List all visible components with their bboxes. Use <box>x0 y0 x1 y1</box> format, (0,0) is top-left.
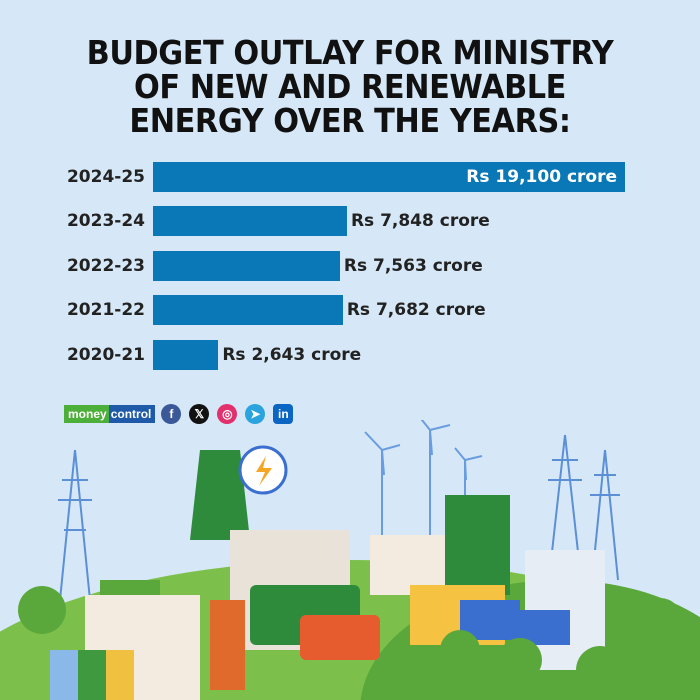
logo-part-2: control <box>108 405 156 423</box>
logo-part-1: money <box>64 405 109 423</box>
telegram-icon[interactable]: ➤ <box>245 404 266 424</box>
bar-2022-23 <box>153 251 340 281</box>
x-icon[interactable]: 𝕏 <box>189 404 210 424</box>
data-label: Rs 7,682 crore <box>346 300 486 320</box>
y-tick-label: 2022-23 <box>66 256 145 276</box>
data-label: Rs 19,100 crore <box>466 167 617 187</box>
bar-2024-25 <box>153 162 625 192</box>
y-tick-label: 2024-25 <box>66 167 145 187</box>
lightning-icon <box>256 456 272 486</box>
person-worker <box>210 600 245 690</box>
y-tick-label: 2023-24 <box>66 211 145 231</box>
title-line-1: BUDGET OUTLAY FOR MINISTRY <box>86 33 614 72</box>
bar-2023-24 <box>153 206 347 236</box>
data-label: Rs 2,643 crore <box>222 345 362 365</box>
data-label: Rs 7,848 crore <box>350 211 490 231</box>
cooling-tower <box>190 450 250 540</box>
moneycontrol-logo: money control <box>64 405 156 423</box>
facebook-icon[interactable]: f <box>161 404 182 424</box>
instagram-icon[interactable]: ◎ <box>217 404 238 424</box>
y-tick-label: 2021-22 <box>66 300 145 320</box>
data-label: Rs 7,563 crore <box>343 256 483 276</box>
chart-title: BUDGET OUTLAY FOR MINISTRY OF NEW AND RE… <box>28 36 672 138</box>
y-tick-label: 2020-21 <box>66 345 145 365</box>
bar-2020-21 <box>153 340 219 370</box>
recycle-bins <box>50 650 134 700</box>
green-building <box>445 495 510 595</box>
car <box>300 615 380 660</box>
pylon-icon <box>58 434 620 601</box>
brand-bar: money control f 𝕏 ◎ ➤ in <box>64 404 294 424</box>
title-line-3: ENERGY OVER THE YEARS: <box>129 101 571 140</box>
linkedin-icon[interactable]: in <box>273 404 294 424</box>
social-icons: f 𝕏 ◎ ➤ in <box>161 404 294 424</box>
tree-icon <box>18 586 682 694</box>
title-line-2: OF NEW AND RENEWABLE <box>134 67 566 106</box>
bar-chart: 2024-25 Rs 19,100 crore 2023-24 Rs 7,848 cr… <box>66 162 625 370</box>
bar-2021-22 <box>153 295 343 325</box>
renewable-energy-illustration <box>0 420 700 700</box>
